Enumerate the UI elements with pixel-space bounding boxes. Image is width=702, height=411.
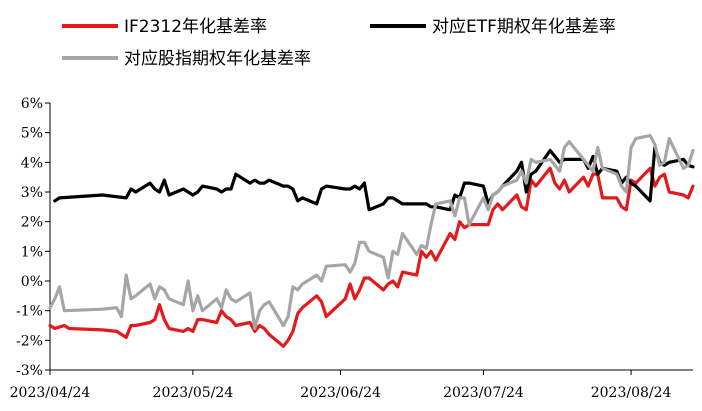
legend-label-3: 对应股指期权年化基差率 (124, 49, 311, 69)
x-tick-label: 2023/07/24 (443, 385, 524, 401)
y-tick-label: -3% (16, 363, 43, 379)
y-tick-label: 3% (21, 185, 43, 201)
y-tick-label: -1% (16, 304, 43, 320)
y-tick-label: 1% (21, 244, 43, 260)
series-line-3 (48, 134, 695, 331)
x-tick-label: 2023/06/24 (300, 385, 381, 401)
y-tick-label: 2% (21, 215, 43, 231)
x-tick-label: 2023/08/24 (591, 385, 672, 401)
y-tick-label: -2% (16, 333, 43, 349)
y-tick-label: 4% (21, 155, 43, 171)
series-layer (48, 134, 695, 348)
x-tick-label: 2023/04/24 (10, 385, 91, 401)
y-tick-label: 6% (21, 96, 43, 112)
x-tick-label: 2023/05/24 (153, 385, 234, 401)
legend-label-1: IF2312年化基差率 (124, 17, 267, 37)
series-line-1 (48, 166, 695, 348)
y-tick-label: 5% (21, 126, 43, 142)
y-tick-label: 0% (21, 274, 43, 290)
axes: -3% -2% -1% 0% 1% 2% 3% 4% 5% 6% 2023/04/24 2023/05… (10, 96, 693, 401)
legend-label-2: 对应ETF期权年化基差率 (432, 17, 616, 37)
